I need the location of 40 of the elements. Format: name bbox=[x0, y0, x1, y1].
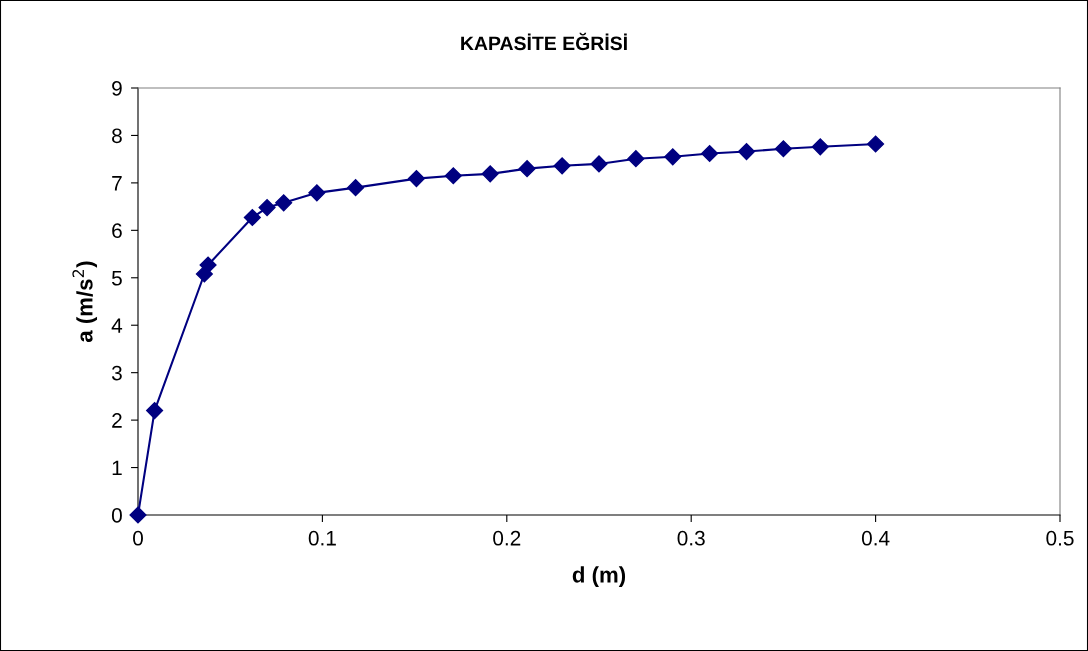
y-tick-label: 8 bbox=[112, 128, 122, 144]
y-axis-title: a (m/s$^{2}$) bbox=[72, 261, 98, 343]
point bbox=[243, 208, 261, 227]
point bbox=[308, 184, 326, 202]
chart-title: KAPASİTE EĞRİSİ bbox=[461, 32, 627, 51]
y-tick-label: 3 bbox=[111, 365, 122, 381]
point bbox=[553, 157, 571, 175]
x-tick-label: 0.4 bbox=[861, 530, 890, 546]
x-tick-label: 0.2 bbox=[493, 530, 521, 546]
y-tick-label: 5 bbox=[111, 270, 122, 286]
point bbox=[275, 194, 293, 212]
point bbox=[737, 143, 756, 161]
y-tick-label: 0 bbox=[111, 508, 122, 523]
point bbox=[481, 165, 499, 183]
y-tick-label: 4 bbox=[111, 318, 123, 333]
point bbox=[199, 256, 217, 274]
x-tick-label: 0.3 bbox=[677, 530, 705, 546]
point bbox=[627, 150, 645, 168]
y-tick-label: 6 bbox=[112, 223, 122, 239]
point bbox=[129, 506, 147, 524]
x-tick-label: 0.5 bbox=[1046, 530, 1074, 546]
point bbox=[407, 170, 425, 188]
point bbox=[590, 155, 608, 173]
point bbox=[258, 199, 276, 217]
point bbox=[774, 140, 792, 158]
point bbox=[347, 179, 365, 197]
x-tick-label: 0 bbox=[133, 530, 143, 546]
point bbox=[867, 135, 885, 153]
point bbox=[518, 160, 536, 178]
y-tick-label: 2 bbox=[112, 413, 122, 428]
point bbox=[444, 167, 462, 185]
point bbox=[701, 144, 719, 163]
y-tick-label: 7 bbox=[112, 176, 122, 191]
y-tick-label: 1 bbox=[112, 460, 122, 476]
point bbox=[146, 402, 164, 420]
point bbox=[664, 148, 682, 166]
point bbox=[811, 138, 829, 156]
x-tick-label: 0.1 bbox=[308, 530, 336, 546]
y-tick-label: 9 bbox=[112, 81, 122, 96]
x-axis-title: d (m) bbox=[572, 566, 626, 588]
